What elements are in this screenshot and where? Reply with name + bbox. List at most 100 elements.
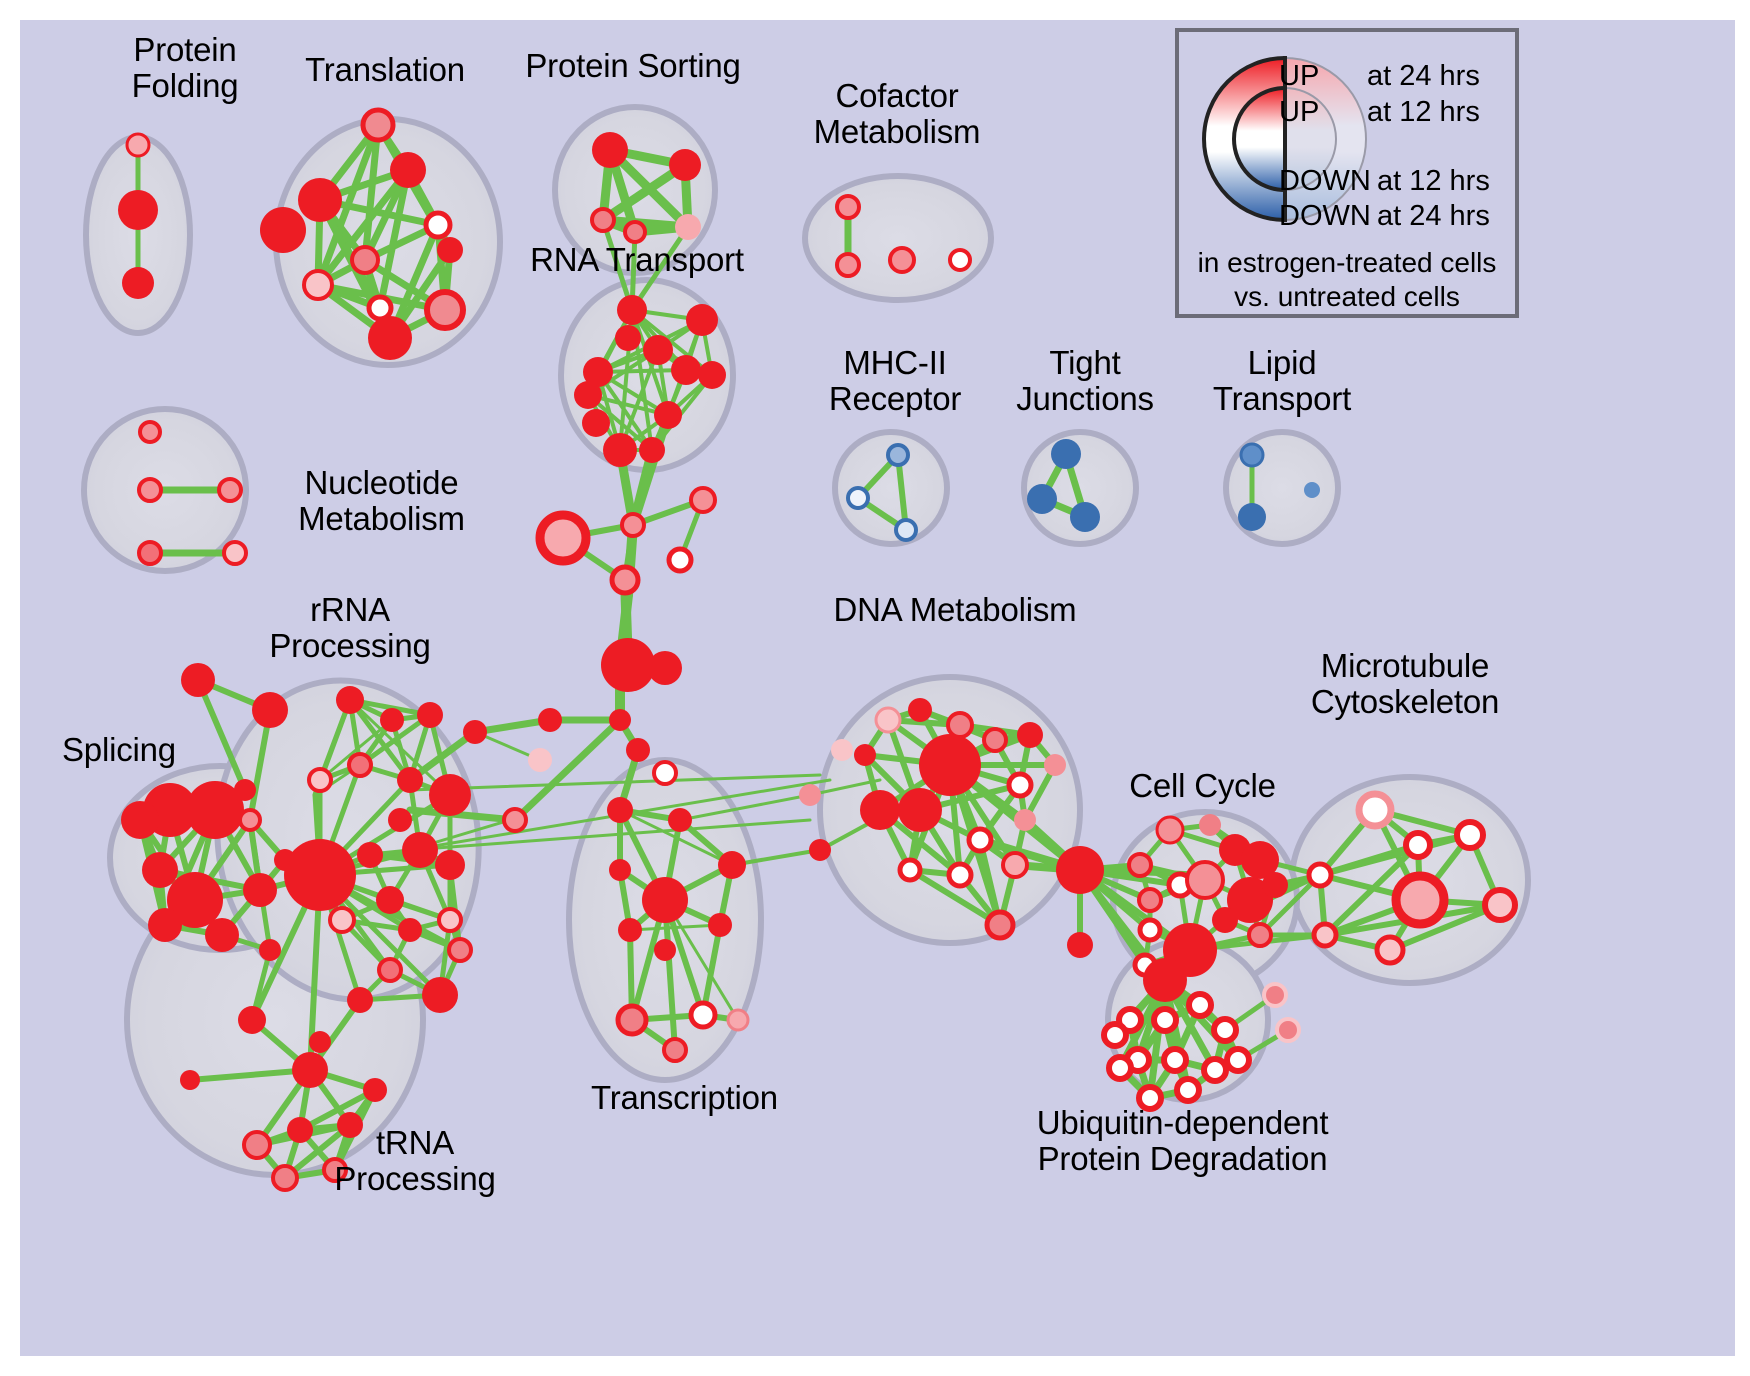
legend-row-0-time: at 24 hrs [1367, 60, 1480, 92]
cluster-halo-tight-junctions [1021, 429, 1139, 547]
node [437, 907, 463, 933]
node [1101, 1021, 1129, 1049]
node [535, 510, 591, 566]
node [799, 784, 821, 806]
legend-row-1-time: at 12 hrs [1367, 96, 1480, 128]
node [1212, 907, 1238, 933]
node [350, 245, 380, 275]
node [298, 178, 342, 222]
node [639, 437, 665, 463]
node [1070, 502, 1100, 532]
node [583, 357, 613, 387]
node [242, 1130, 272, 1160]
node [167, 872, 223, 928]
node [463, 720, 487, 744]
node [668, 808, 692, 832]
node [328, 906, 356, 934]
node [854, 744, 876, 766]
node [860, 790, 900, 830]
node [205, 918, 239, 952]
label-translation: Translation [305, 51, 465, 88]
node [698, 361, 726, 389]
node [437, 237, 463, 263]
node [1403, 830, 1433, 860]
node [874, 706, 902, 734]
node [424, 289, 466, 331]
legend-caption-line-2: vs. untreated cells [1234, 281, 1460, 312]
node [447, 937, 473, 963]
node [142, 852, 178, 888]
node [1227, 877, 1273, 923]
network-canvas: Protein Folding Translation Protein Sort… [20, 20, 1735, 1356]
node [284, 839, 356, 911]
node [1262, 872, 1288, 898]
node [538, 708, 562, 732]
node [1262, 982, 1288, 1008]
node [402, 832, 438, 868]
label-microtubule-cytoskeleton: Microtubule Cytoskeleton [1310, 647, 1500, 720]
node [897, 857, 923, 883]
node [574, 381, 602, 409]
node [429, 774, 471, 816]
node [1311, 921, 1339, 949]
node [336, 686, 364, 714]
node [1067, 932, 1093, 958]
node [360, 107, 396, 143]
label-dna-metabolism: DNA Metabolism [833, 591, 1077, 628]
node [1241, 841, 1279, 879]
label-transcription: Transcription [591, 1079, 778, 1116]
node [337, 1112, 363, 1138]
node [137, 540, 163, 566]
legend-box: UP at 24 hrs UP at 12 hrs DOWN at 12 hrs… [1175, 28, 1519, 318]
node [946, 711, 974, 739]
node [654, 401, 682, 429]
label-protein-sorting: Protein Sorting [525, 47, 741, 84]
node [831, 739, 853, 761]
node [898, 788, 942, 832]
legend-row-2-direction: DOWN [1279, 165, 1371, 197]
node [1014, 809, 1036, 831]
inner-disc-left-half [1232, 85, 1287, 193]
node [948, 248, 972, 272]
node [592, 132, 628, 168]
node [1201, 1056, 1229, 1084]
node [1391, 871, 1449, 929]
network-graph [81, 104, 1531, 1192]
node [388, 808, 412, 832]
node [137, 477, 163, 503]
node [726, 1008, 750, 1032]
node [618, 918, 642, 942]
label-nucleotide-metabolism: Nucleotide Metabolism [298, 464, 465, 537]
node [357, 842, 383, 868]
node [894, 518, 918, 542]
node [835, 252, 861, 278]
label-rna-transport: RNA Transport [530, 241, 744, 278]
node [1056, 846, 1104, 894]
label-cofactor-metabolism: Cofactor Metabolism [813, 77, 981, 150]
label-lipid-transport: Lipid Transport [1212, 344, 1352, 417]
node [423, 210, 453, 240]
node [1051, 439, 1081, 469]
node [982, 727, 1008, 753]
label-rrna-processing: rRNA Processing [269, 591, 431, 664]
node [118, 190, 158, 230]
node [377, 957, 403, 983]
node [590, 207, 616, 233]
node [620, 512, 646, 538]
node [397, 767, 423, 793]
cluster-halo-mhc [832, 429, 950, 547]
node [603, 433, 637, 467]
node [886, 443, 910, 467]
node [919, 734, 981, 796]
node [238, 1006, 266, 1034]
legend-ring-diagram [1202, 55, 1367, 223]
node [222, 540, 248, 566]
label-trna-processing: tRNA Processing [334, 1124, 496, 1197]
node [1155, 815, 1185, 845]
node [643, 335, 673, 365]
node [718, 851, 746, 879]
legend-row-1-direction: UP [1279, 96, 1320, 128]
node [1247, 922, 1273, 948]
node [390, 152, 426, 188]
legend-row-3-time: at 24 hrs [1377, 200, 1490, 232]
